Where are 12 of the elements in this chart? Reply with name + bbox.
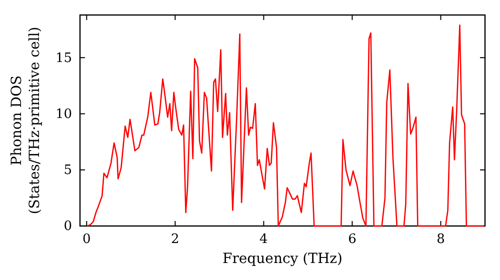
- y-tick-label: 10: [55, 106, 72, 122]
- x-tick-label: 4: [260, 232, 268, 248]
- y-tick-label: 5: [64, 163, 72, 178]
- y-tick-label: 15: [55, 50, 72, 66]
- y-tick-label: 0: [64, 219, 72, 234]
- x-tick-label: 8: [436, 232, 445, 248]
- line-series: [86, 24, 484, 227]
- x-tick-label: 2: [171, 232, 180, 248]
- x-tick-label: 6: [348, 232, 356, 248]
- y-axis-title: Phonon DOS (States/THz·primitive cell): [9, 26, 43, 214]
- x-tick-label: 0: [82, 232, 91, 248]
- x-axis-title: Frequency (THz): [222, 251, 343, 267]
